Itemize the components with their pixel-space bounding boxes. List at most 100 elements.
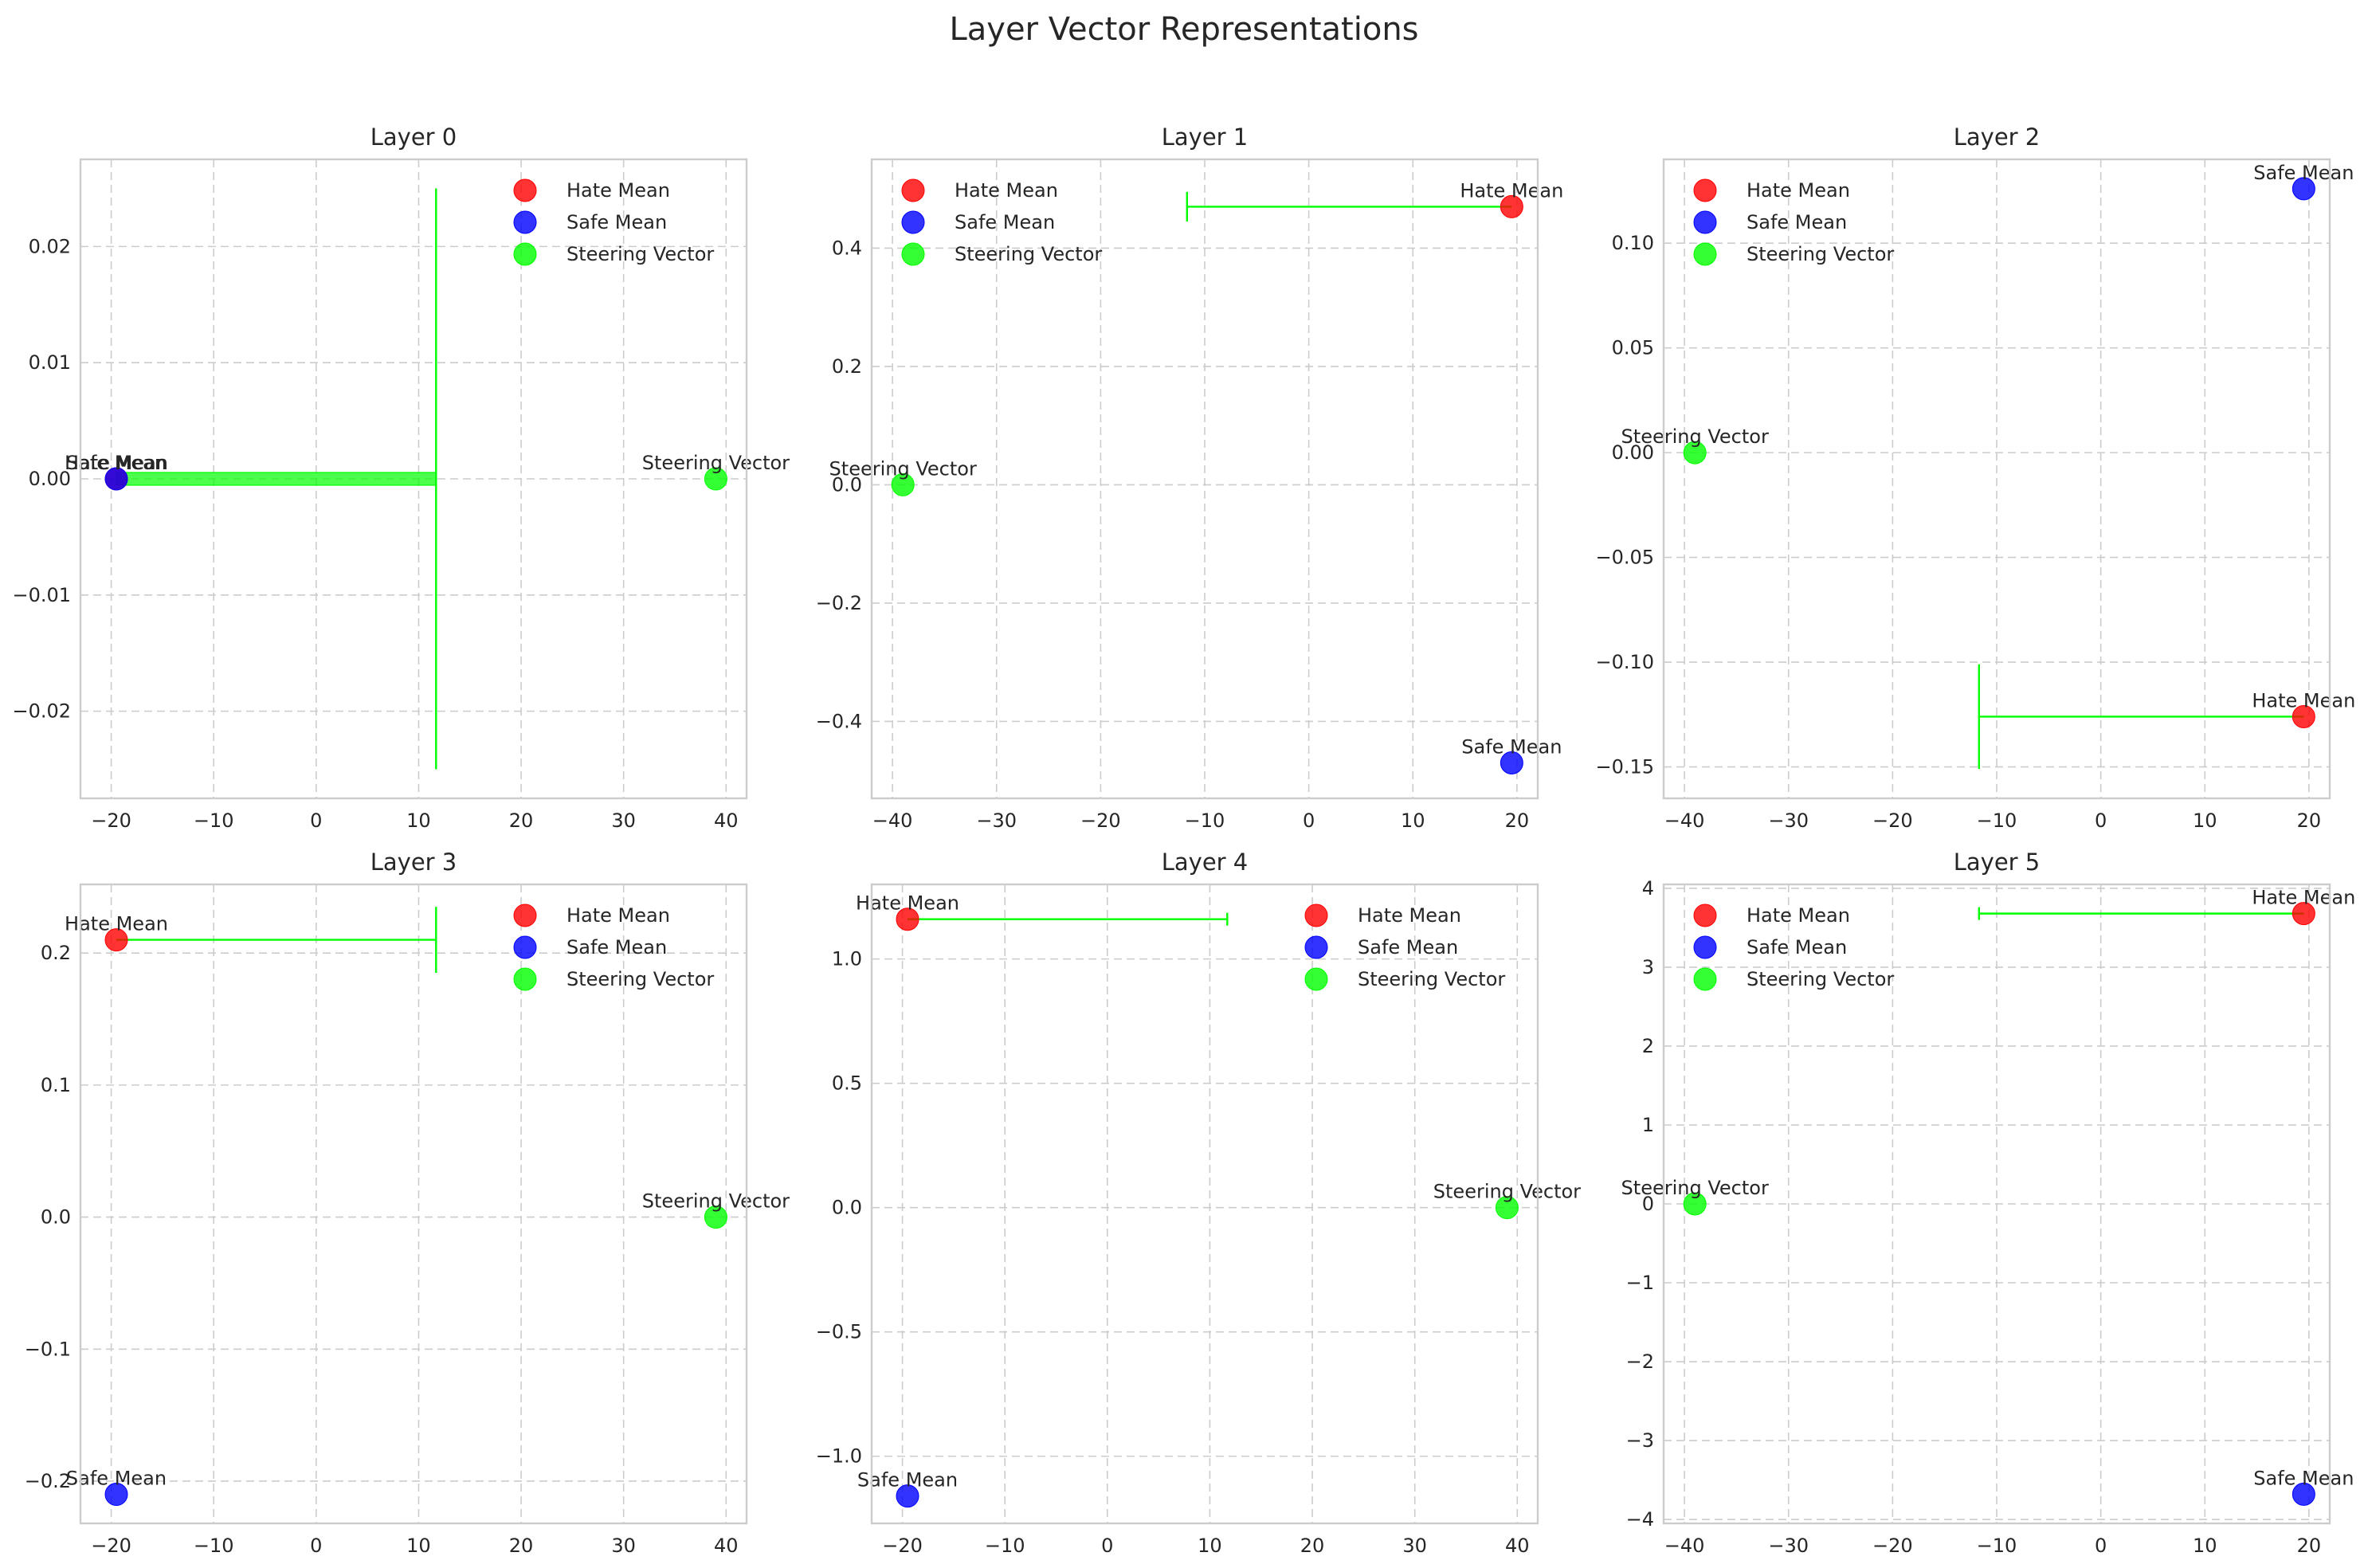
legend: Hate Mean Safe Mean Steering Vector xyxy=(1693,904,1894,991)
annotation-steering-vector: Steering Vector xyxy=(1621,425,1769,448)
point-safe-mean xyxy=(2292,1482,2315,1506)
legend-label: Steering Vector xyxy=(1747,968,1894,990)
x-tick-label: 20 xyxy=(2297,809,2322,832)
y-tick-label: 2 xyxy=(1642,1035,1654,1057)
annotation-safe-mean: Safe Mean xyxy=(66,1468,167,1490)
point-hate-mean xyxy=(896,907,919,931)
x-tick-label: 40 xyxy=(714,1535,739,1557)
annotation-hate-mean: Hate Mean xyxy=(2252,689,2355,711)
legend-marker-safe-mean xyxy=(1304,935,1328,959)
legend-marker-hate-mean xyxy=(513,178,537,202)
point-steering-vector xyxy=(1495,1196,1519,1220)
legend-label: Safe Mean xyxy=(1747,211,1847,233)
point-hate-mean xyxy=(1500,194,1523,218)
annotation-safe-mean: Safe Mean xyxy=(2253,1467,2354,1489)
legend-marker-steering-vector xyxy=(513,242,537,266)
x-tick-label: 10 xyxy=(2193,1535,2217,1557)
point-steering-vector xyxy=(704,467,727,491)
annotation-steering-vector: Steering Vector xyxy=(642,1190,790,1213)
legend-label: Safe Mean xyxy=(567,936,667,958)
legend-marker-steering-vector xyxy=(1693,242,1717,266)
y-tick-label: 0.0 xyxy=(832,473,862,496)
subplot-title: Layer 4 xyxy=(1162,849,1249,876)
annotation-steering-vector: Steering Vector xyxy=(1433,1181,1581,1203)
point-safe-mean xyxy=(896,1484,919,1508)
point-safe-mean xyxy=(104,1483,128,1507)
axes-frame xyxy=(870,158,1539,800)
legend-label: Hate Mean xyxy=(955,179,1058,202)
x-tick-label: 10 xyxy=(1198,1535,1222,1557)
x-tick-label: 40 xyxy=(1505,1535,1530,1557)
x-tick-label: 0 xyxy=(310,809,322,832)
legend-label: Hate Mean xyxy=(567,904,670,927)
x-tick-label: −10 xyxy=(1977,809,2017,832)
y-tick-label: −0.2 xyxy=(816,592,862,614)
y-tick-label: −0.4 xyxy=(816,710,862,732)
x-tick-label: 20 xyxy=(2297,1535,2322,1557)
legend-label: Safe Mean xyxy=(1358,936,1458,958)
legend-label: Safe Mean xyxy=(567,211,667,233)
annotation-hate-mean: Hate Mean xyxy=(856,892,959,915)
x-tick-label: 0 xyxy=(2095,809,2107,832)
y-tick-label: 0.10 xyxy=(1612,232,1654,254)
legend-marker-steering-vector xyxy=(901,242,925,266)
subplot-layer-3: −20 −10 0 10 20 30 40 −0.2 −0.1 0.0 0.1 0.2 Hate Mea… xyxy=(25,849,790,1557)
annotation-safe-mean: Safe Mean xyxy=(66,452,167,474)
x-tick-label: 30 xyxy=(1402,1535,1427,1557)
y-tick-label: −0.5 xyxy=(816,1321,862,1343)
y-tick-label: 0.02 xyxy=(29,235,71,257)
x-tick-label: 10 xyxy=(2193,809,2217,832)
legend-marker-safe-mean xyxy=(901,210,925,234)
annotation-safe-mean: Safe Mean xyxy=(857,1469,958,1492)
y-tick-label: −0.01 xyxy=(12,584,71,606)
subplot-title: Layer 1 xyxy=(1162,123,1249,151)
legend-label: Hate Mean xyxy=(1747,179,1850,202)
axes-frame xyxy=(870,883,1539,1525)
legend: Hate Mean Safe Mean Steering Vector xyxy=(513,178,714,266)
y-tick-label: 0.0 xyxy=(41,1206,71,1229)
y-tick-label: −4 xyxy=(1626,1508,1654,1531)
legend-label: Hate Mean xyxy=(1358,904,1461,927)
x-tick-label: −20 xyxy=(882,1535,923,1557)
x-tick-label: −10 xyxy=(1977,1535,2017,1557)
figure-title: Layer Vector Representations xyxy=(949,11,1418,48)
legend-label: Hate Mean xyxy=(1747,904,1850,927)
legend-marker-steering-vector xyxy=(1693,967,1717,991)
x-tick-label: 20 xyxy=(1505,809,1530,832)
point-hate-mean xyxy=(104,928,128,952)
annotation-hate-mean: Hate Mean xyxy=(1460,179,1563,202)
x-tick-label: −20 xyxy=(1872,1535,1913,1557)
point-safe-mean xyxy=(104,467,128,491)
subplot-title: Layer 2 xyxy=(1954,123,2041,151)
annotation-hate-mean: Hate Mean xyxy=(65,452,168,474)
x-tick-label: −10 xyxy=(1185,809,1225,832)
y-tick-label: 0 xyxy=(1642,1193,1654,1215)
y-tick-label: 0.0 xyxy=(832,1197,862,1219)
y-tick-label: −1.0 xyxy=(816,1445,862,1468)
y-tick-label: 0.4 xyxy=(832,237,862,259)
plot-area xyxy=(80,884,747,1523)
x-tick-label: 0 xyxy=(1101,1535,1113,1557)
x-tick-label: 30 xyxy=(611,1535,636,1557)
y-tick-label: 0.01 xyxy=(29,351,71,374)
subplot-layer-4: −20 −10 0 10 20 30 40 −1.0 −0.5 0.0 0.5 1.0 Hate Mea… xyxy=(816,849,1581,1557)
legend-label: Steering Vector xyxy=(1747,243,1894,265)
y-tick-label: 1.0 xyxy=(832,948,862,970)
y-tick-label: −0.2 xyxy=(25,1470,71,1492)
axes-frame xyxy=(79,883,748,1525)
x-tick-label: 0 xyxy=(1303,809,1315,832)
x-tick-label: −10 xyxy=(194,809,234,832)
axes-frame xyxy=(79,158,748,800)
x-tick-label: −10 xyxy=(985,1535,1025,1557)
x-tick-label: 20 xyxy=(1300,1535,1325,1557)
legend-marker-hate-mean xyxy=(1693,178,1717,202)
legend-label: Steering Vector xyxy=(567,968,714,990)
legend-label: Steering Vector xyxy=(1358,968,1505,990)
annotation-steering-vector: Steering Vector xyxy=(1621,1177,1769,1199)
legend: Hate Mean Safe Mean Steering Vector xyxy=(1693,178,1894,266)
y-tick-label: 0.05 xyxy=(1612,337,1654,359)
x-tick-label: −10 xyxy=(194,1535,234,1557)
point-steering-vector xyxy=(891,472,915,496)
x-tick-label: 10 xyxy=(1401,809,1425,832)
